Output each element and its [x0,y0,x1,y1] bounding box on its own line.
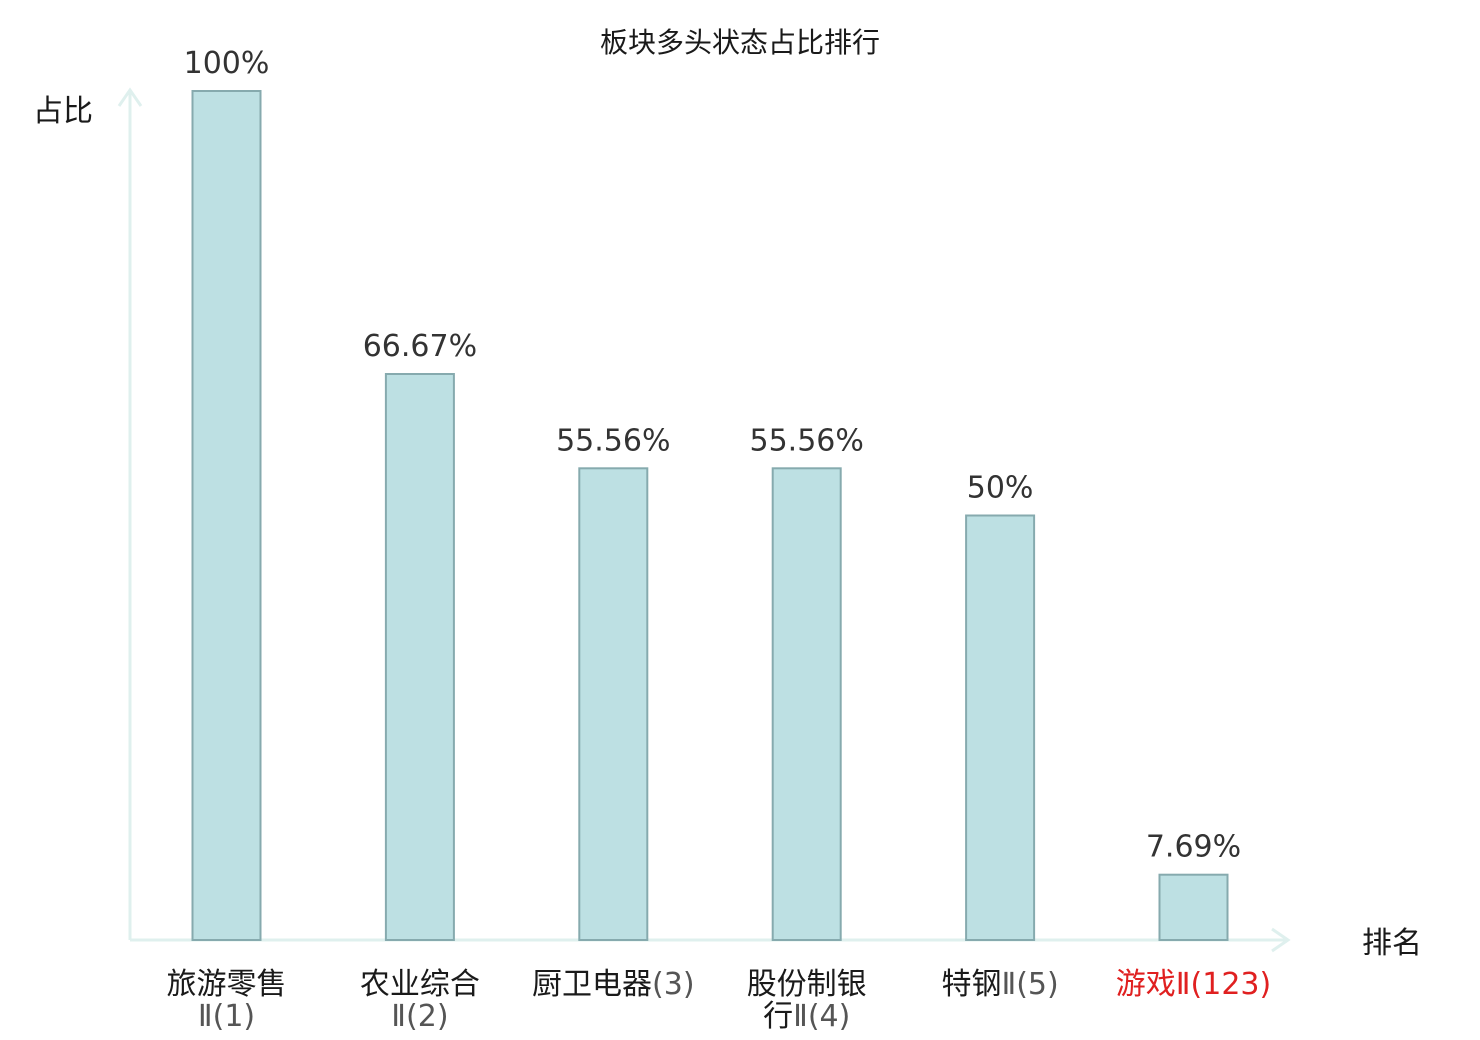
bar [1158,873,1229,942]
bar [191,90,262,941]
bar-value-label: 100% [184,46,270,81]
x-tick-label: 农业综合 Ⅱ(2) [360,967,480,1034]
bar-value-label: 66.67% [363,329,477,364]
y-axis-label: 占比 [33,94,93,129]
bar-value-label: 55.56% [750,423,864,458]
y-axis-arrow [117,87,143,107]
x-tick-label: 旅游零售 Ⅱ(1) [167,967,287,1034]
x-tick-label: 厨卫电器(3) [532,967,695,1002]
bar [965,514,1036,941]
bar-value-label: 55.56% [556,423,670,458]
x-tick-label: 特钢Ⅱ(5) [941,967,1058,1002]
bar [578,467,649,941]
x-tick-label: 游戏Ⅱ(123) [1116,967,1271,1002]
bar-value-label: 7.69% [1146,830,1241,865]
x-tick-label: 股份制银行Ⅱ(4) [747,967,867,1034]
x-axis-label: 排名 [1362,926,1422,961]
bar-value-label: 50% [967,471,1034,506]
chart-title: 板块多头状态占比排行 [600,26,880,59]
x-axis-arrow [1271,927,1291,953]
bar [771,467,842,941]
bar-series: 100% 旅游零售 Ⅱ(1) 66.67% 农业综合 Ⅱ(2) 55.56% 厨卫电器(3) 5… [167,46,1272,1034]
bar [384,373,455,941]
